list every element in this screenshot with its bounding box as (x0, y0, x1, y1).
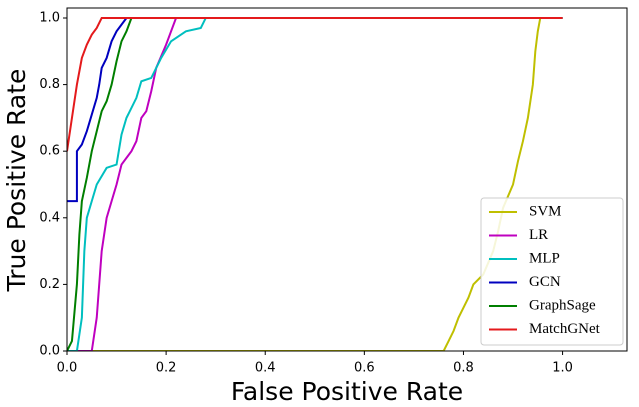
y-tick-label: 0.6 (39, 144, 60, 159)
x-tick-label: 0.0 (57, 361, 78, 376)
y-tick-label: 0.0 (39, 344, 60, 359)
legend-label: GraphSage (529, 297, 596, 313)
x-tick-label: 0.6 (354, 361, 375, 376)
y-tick-label: 0.8 (39, 77, 60, 92)
legend: SVM LR MLP GCN GraphSage MatchGNet (480, 197, 624, 346)
legend-label: GCN (529, 274, 561, 290)
y-tick-label: 0.4 (39, 210, 60, 225)
series-line (67, 16, 563, 351)
series-line (67, 16, 563, 351)
legend-label: MatchGNet (529, 321, 601, 337)
series-line (67, 16, 563, 152)
plot-frame (66, 7, 628, 352)
y-tick-label: 1.0 (39, 10, 60, 25)
x-tick-label: 0.8 (453, 361, 474, 376)
y-tick-label: 0.2 (39, 277, 60, 292)
legend-label: SVM (529, 203, 562, 219)
legend-label: LR (529, 227, 548, 243)
x-tick-label: 0.2 (156, 361, 177, 376)
legend-label: MLP (529, 250, 560, 266)
x-tick-label: 0.4 (255, 361, 276, 376)
series-line (67, 16, 563, 203)
series-line (67, 16, 563, 351)
x-tick-label: 1.0 (552, 361, 573, 376)
y-axis-label: True Positive Rate (2, 69, 31, 293)
x-axis-label: False Positive Rate (231, 377, 463, 406)
